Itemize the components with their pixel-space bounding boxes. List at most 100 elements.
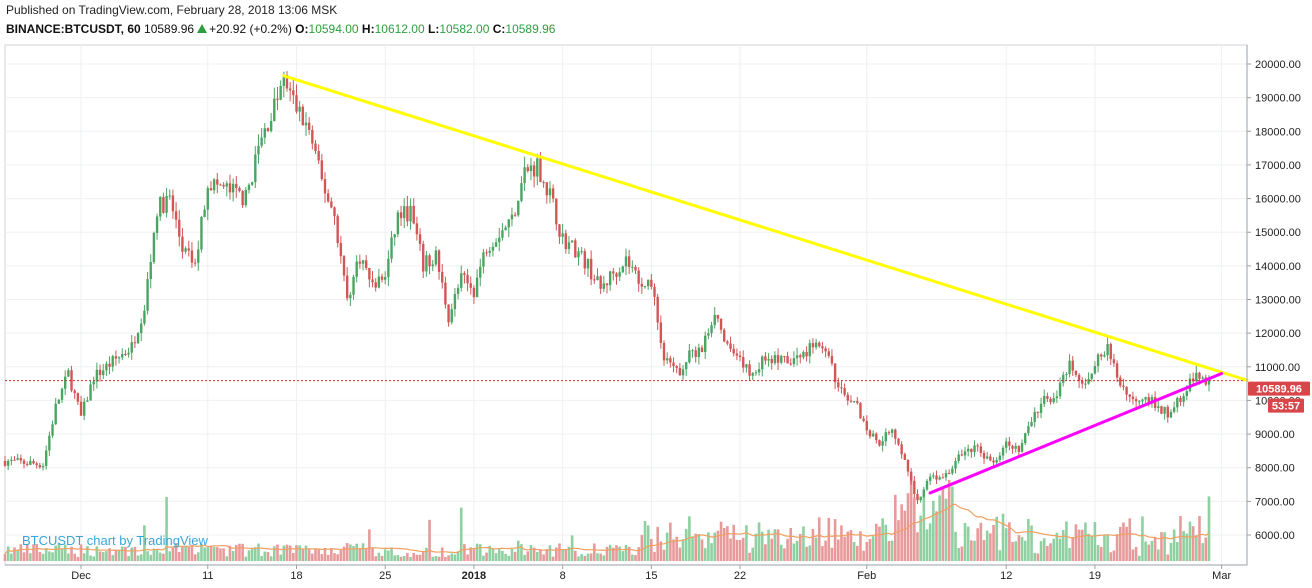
volume-bar <box>900 504 903 561</box>
volume-bar <box>985 530 989 561</box>
candle-body <box>827 351 830 356</box>
candle-body <box>1046 396 1049 399</box>
open-value: 10594.00 <box>308 22 359 36</box>
y-tick-label: 11000.00 <box>1255 362 1300 374</box>
volume-bar <box>830 547 834 561</box>
candle-body <box>250 182 254 185</box>
volume-bar <box>1042 538 1046 561</box>
volume-bar <box>507 555 511 561</box>
volume-bar <box>330 548 333 561</box>
candle-body <box>875 433 878 441</box>
volume-bar <box>117 549 121 561</box>
candle-body <box>564 233 568 249</box>
volume-bar <box>444 556 447 561</box>
candle-body <box>434 250 438 265</box>
volume-bar <box>86 546 89 561</box>
volume-bar <box>51 552 54 561</box>
candle-body <box>212 179 216 191</box>
candle-body <box>1087 378 1090 384</box>
volume-bar <box>811 529 815 561</box>
candle-body <box>48 435 51 451</box>
x-tick-label: 15 <box>645 570 657 582</box>
volume-bar <box>1128 518 1132 561</box>
volume-bar <box>586 553 590 561</box>
volume-bar <box>124 546 127 561</box>
candle-body <box>732 348 735 354</box>
candle-body <box>41 465 45 468</box>
volume-bar <box>703 548 707 561</box>
candle-body <box>707 333 710 336</box>
volume-bar <box>428 519 431 561</box>
volume-bar <box>393 555 397 561</box>
volume-bar <box>786 538 789 561</box>
volume-bar <box>1131 549 1135 561</box>
volume-bar <box>234 544 238 561</box>
volume-bar <box>643 520 647 561</box>
candle-body <box>102 370 105 376</box>
candle-body <box>168 195 171 197</box>
candle-body <box>1160 406 1163 414</box>
candle-body <box>463 273 466 275</box>
candle-body <box>1141 399 1144 402</box>
candle-body <box>1122 385 1125 387</box>
candle-body <box>548 188 552 196</box>
candle-body <box>631 266 634 268</box>
volume-bar <box>1201 543 1204 561</box>
candle-body <box>349 294 352 299</box>
trendline-support <box>928 372 1224 495</box>
candle-body <box>295 95 298 112</box>
candle-body <box>513 214 517 216</box>
candles <box>3 71 1211 505</box>
candle-body <box>1055 396 1059 399</box>
candle-body <box>859 402 862 419</box>
volume-bar <box>288 545 292 561</box>
candle-body <box>1065 374 1068 376</box>
candle-body <box>162 196 165 213</box>
volume-bar <box>434 556 438 561</box>
candle-body <box>761 356 764 370</box>
y-tick-label: 12000.00 <box>1255 328 1301 340</box>
volume-bar <box>741 537 745 561</box>
trendlines[interactable] <box>282 74 1249 495</box>
x-axis-ticks: Dec 11 18 25 2018 8 15 22 Feb 12 19 Mar <box>71 565 1231 582</box>
volume-bar <box>6 546 10 561</box>
candle-body <box>767 358 770 361</box>
candle-body <box>938 477 941 480</box>
volume-bar <box>165 496 168 561</box>
volume-bar <box>196 552 200 561</box>
candle-body <box>1096 354 1100 367</box>
volume-bar <box>206 547 210 561</box>
candle-body <box>19 458 23 461</box>
volume-bar <box>947 479 951 561</box>
volume-bar <box>120 546 124 561</box>
volume-bar <box>67 553 70 561</box>
candle-body <box>1005 441 1008 448</box>
x-tick-label: Feb <box>857 570 876 582</box>
candle-body <box>878 440 881 446</box>
volume-bar <box>1160 532 1163 561</box>
volume-bar <box>729 538 732 561</box>
candle-body <box>1081 380 1084 384</box>
volume-bar <box>368 529 371 561</box>
volume-bar <box>38 551 42 561</box>
volume-bar <box>631 554 634 561</box>
volume-bar <box>200 544 203 561</box>
volume-bar <box>1106 534 1109 561</box>
high-value: 10612.00 <box>374 22 425 36</box>
candle-body <box>989 456 992 461</box>
volume-bar <box>767 529 770 561</box>
volume-bar <box>529 545 533 561</box>
volume-bar <box>326 554 330 561</box>
candle-body <box>1093 366 1097 374</box>
candle-body <box>130 342 133 353</box>
candle-body <box>897 438 900 445</box>
candle-body <box>729 343 732 349</box>
volume-bar <box>149 554 153 561</box>
volume-bar <box>276 544 279 561</box>
x-tick-label: Dec <box>71 570 91 582</box>
candle-body <box>409 205 412 222</box>
candle-body <box>580 251 583 253</box>
volume-bar <box>485 552 488 561</box>
volume-bar <box>716 530 720 561</box>
